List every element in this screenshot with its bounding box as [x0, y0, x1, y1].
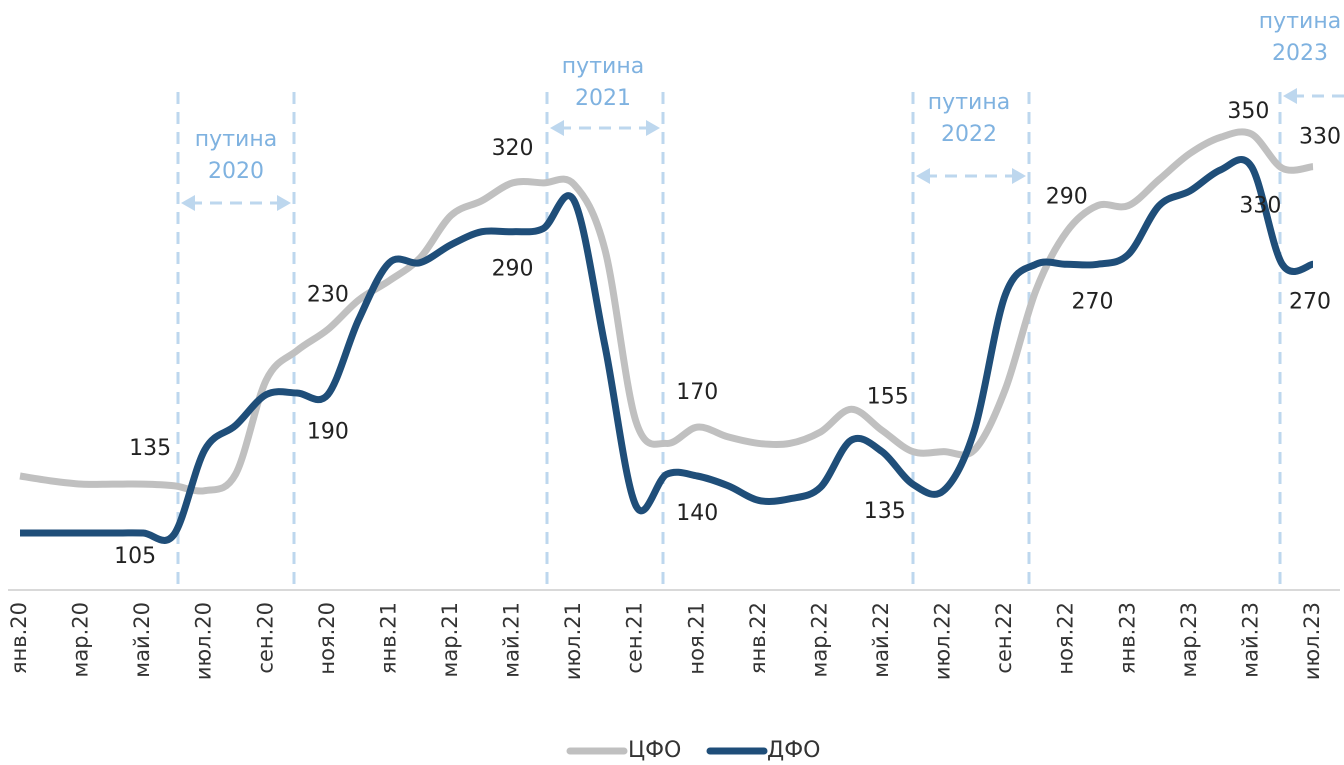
- arrow-head: [1283, 88, 1297, 104]
- data-label: 135: [129, 436, 171, 461]
- annotation: путина: [928, 90, 1010, 115]
- data-label: 320: [492, 136, 534, 161]
- season-markers: путина 2020 путина 2021 путина 2022 путина 2023: [176, 9, 1344, 590]
- arrow-head: [916, 168, 930, 184]
- data-label: 350: [1227, 99, 1269, 124]
- line-series: [19, 128, 1314, 495]
- data-label: 290: [492, 257, 534, 282]
- x-tick-label: май.23: [1238, 602, 1262, 678]
- arrow-head: [646, 120, 660, 136]
- annotation: 2022: [941, 122, 997, 147]
- data-label: 330: [1239, 194, 1281, 219]
- x-tick-label: май.21: [500, 602, 524, 678]
- annotation: 2020: [208, 159, 264, 184]
- x-tick-label: июл.20: [192, 602, 216, 680]
- x-tick-label: июл.22: [931, 602, 955, 680]
- data-label: 135: [864, 499, 906, 524]
- annotation: путина: [562, 54, 644, 79]
- x-tick-label: янв.22: [746, 602, 770, 674]
- arrow-head: [1012, 168, 1026, 184]
- x-tick-label: сен.21: [623, 602, 647, 674]
- legend: ЦФО ДФО: [566, 738, 820, 763]
- x-tick-label: ноя.20: [315, 602, 339, 675]
- x-tick-label: мар.22: [807, 602, 831, 677]
- legend-label: ЦФО: [628, 738, 681, 763]
- x-tick-label: янв.20: [7, 602, 31, 674]
- annotation: 2021: [575, 86, 631, 111]
- x-tick-label: сен.20: [253, 602, 277, 674]
- annotation: 2023: [1272, 41, 1328, 66]
- data-label: 190: [307, 420, 349, 445]
- x-tick-label: янв.23: [1115, 602, 1139, 674]
- data-label: 290: [1046, 185, 1088, 210]
- line-series: [20, 156, 1314, 544]
- arrow-head: [550, 120, 564, 136]
- x-tick-label: май.22: [869, 602, 893, 678]
- legend-label: ДФО: [767, 738, 820, 763]
- x-tick-label: июл.23: [1300, 602, 1324, 680]
- x-tick-label: янв.21: [376, 602, 400, 674]
- x-tick-label: июл.21: [561, 602, 585, 680]
- x-tick-label: мар.23: [1177, 602, 1201, 677]
- x-tick-label: мар.21: [438, 602, 462, 677]
- x-tick-label: ноя.22: [1054, 602, 1078, 675]
- data-label: 270: [1072, 289, 1114, 314]
- x-tick-label: ноя.21: [684, 602, 708, 675]
- plot: янв.20 мар.20 май.20 июл.20 сен.20 ноя.20 янв.…: [7, 99, 1341, 680]
- x-tick-label: май.20: [130, 602, 154, 678]
- arrow-head: [277, 195, 291, 211]
- data-label: 105: [114, 544, 156, 569]
- data-label: 140: [676, 501, 718, 526]
- data-label: 170: [676, 380, 718, 405]
- data-label: 330: [1299, 125, 1341, 150]
- annotation: путина: [195, 127, 277, 152]
- data-label: 230: [307, 282, 349, 307]
- data-label: 155: [867, 385, 909, 410]
- annotation: путина: [1259, 9, 1341, 34]
- data-label: 270: [1289, 289, 1331, 314]
- arrow-head: [181, 195, 195, 211]
- x-tick-label: мар.20: [69, 602, 93, 677]
- x-tick-label: сен.22: [992, 602, 1016, 674]
